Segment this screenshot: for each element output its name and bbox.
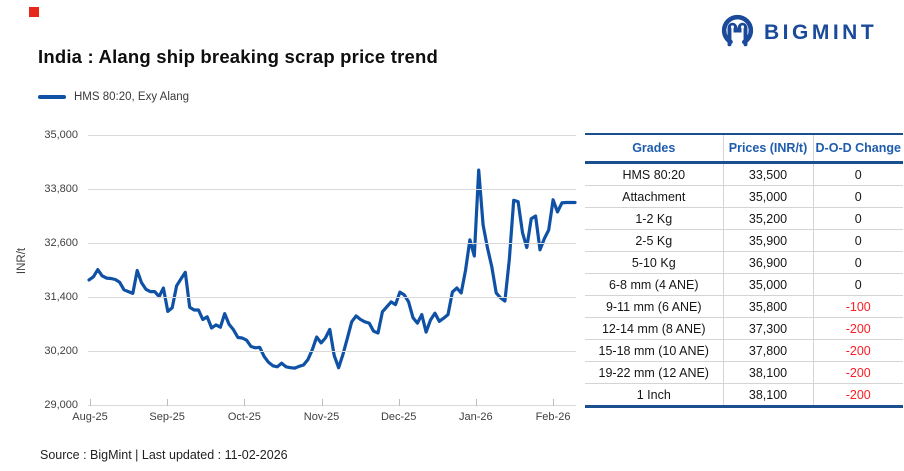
legend-line-swatch — [38, 95, 66, 99]
y-axis-tick-label: 30,200 — [44, 345, 78, 357]
grade-cell: 2-5 Kg — [585, 229, 723, 252]
change-cell: 0 — [812, 185, 903, 208]
x-axis-tick-label: Aug-25 — [72, 411, 108, 423]
grade-cell: 5-10 Kg — [585, 251, 723, 274]
y-axis-tick-label: 35,000 — [44, 129, 78, 141]
y-axis-tick-label: 33,800 — [44, 183, 78, 195]
change-cell: 0 — [812, 273, 903, 296]
legend-series-label: HMS 80:20, Exy Alang — [74, 91, 190, 103]
change-cell: 0 — [812, 229, 903, 252]
price-line-series — [87, 168, 577, 370]
col-header-grades: Grades — [585, 133, 723, 164]
table-row: 6-8 mm (4 ANE) 35,000 0 — [585, 273, 903, 296]
grade-cell: 19-22 mm (12 ANE) — [585, 361, 723, 384]
change-cell: -200 — [812, 383, 903, 408]
price-table-header: Grades Prices (INR/t) D-O-D Change — [585, 133, 903, 164]
price-table: Grades Prices (INR/t) D-O-D Change HMS 8… — [585, 133, 903, 408]
grade-cell: 15-18 mm (10 ANE) — [585, 339, 723, 362]
grade-cell: 6-8 mm (4 ANE) — [585, 273, 723, 296]
x-axis-tick — [475, 399, 477, 406]
chart-legend: HMS 80:20, Exy Alang — [38, 90, 189, 104]
y-axis-tick-label: 29,000 — [44, 399, 78, 411]
change-cell: 0 — [812, 162, 903, 186]
x-axis-tick-label: Feb-26 — [535, 411, 571, 423]
price-cell: 37,800 — [722, 339, 813, 362]
col-header-dod-change: D-O-D Change — [812, 133, 903, 164]
table-row: 1 Inch 38,100 -200 — [585, 383, 903, 408]
change-cell: -200 — [812, 317, 903, 340]
price-table-body: HMS 80:20 33,500 0 Attachment 35,000 0 1-2 Kg 3… — [585, 162, 903, 408]
price-cell: 33,500 — [722, 162, 813, 186]
change-cell: 0 — [812, 207, 903, 230]
x-axis-tick — [553, 399, 555, 406]
price-cell: 38,100 — [722, 383, 813, 408]
grade-cell: 1 Inch — [585, 383, 723, 408]
x-axis-tick — [321, 399, 323, 406]
gridline — [88, 242, 576, 244]
gridline — [88, 404, 576, 406]
page-title: India : Alang ship breaking scrap price … — [38, 46, 438, 67]
x-axis-tick-label: Nov-25 — [303, 411, 340, 423]
price-cell: 35,000 — [722, 185, 813, 208]
grade-cell: 9-11 mm (6 ANE) — [585, 295, 723, 318]
col-header-prices: Prices (INR/t) — [722, 133, 813, 164]
price-cell: 35,800 — [722, 295, 813, 318]
price-cell: 38,100 — [722, 361, 813, 384]
grade-cell: HMS 80:20 — [585, 162, 723, 186]
price-cell: 36,900 — [722, 251, 813, 274]
gridline — [88, 350, 576, 352]
y-axis-tick-label: 31,400 — [44, 291, 78, 303]
table-row: 5-10 Kg 36,900 0 — [585, 251, 903, 274]
gridline — [88, 134, 576, 136]
y-axis-tick-label: 32,600 — [44, 237, 78, 249]
source-note: Source : BigMint | Last updated : 11-02-… — [40, 448, 288, 462]
table-row: 19-22 mm (12 ANE) 38,100 -200 — [585, 361, 903, 384]
change-cell: -200 — [812, 339, 903, 362]
bigmint-logo: BIGMINT — [719, 14, 877, 51]
change-cell: -200 — [812, 361, 903, 384]
gridline — [88, 188, 576, 190]
grade-cell: Attachment — [585, 185, 723, 208]
price-line — [87, 168, 577, 370]
x-axis-tick — [167, 399, 169, 406]
gridline — [88, 296, 576, 298]
x-axis-tick-label: Oct-25 — [227, 411, 261, 423]
change-cell: 0 — [812, 251, 903, 274]
table-row: 12-14 mm (8 ANE) 37,300 -200 — [585, 317, 903, 340]
price-cell: 37,300 — [722, 317, 813, 340]
price-cell: 35,900 — [722, 229, 813, 252]
price-cell: 35,000 — [722, 273, 813, 296]
grade-cell: 1-2 Kg — [585, 207, 723, 230]
x-axis-tick — [398, 399, 400, 406]
table-row: 2-5 Kg 35,900 0 — [585, 229, 903, 252]
bigmint-logo-icon — [721, 14, 754, 47]
table-row: 15-18 mm (10 ANE) 37,800 -200 — [585, 339, 903, 362]
table-row: HMS 80:20 33,500 0 — [585, 162, 903, 186]
x-axis-tick-label: Jan-26 — [459, 411, 493, 423]
grade-cell: 12-14 mm (8 ANE) — [585, 317, 723, 340]
red-square-marker — [29, 7, 39, 17]
table-row: 1-2 Kg 35,200 0 — [585, 207, 903, 230]
x-axis-tick-label: Sep-25 — [149, 411, 185, 423]
change-cell: -100 — [812, 295, 903, 318]
price-cell: 35,200 — [722, 207, 813, 230]
table-row: 9-11 mm (6 ANE) 35,800 -100 — [585, 295, 903, 318]
x-axis-tick — [90, 399, 91, 406]
table-row: Attachment 35,000 0 — [585, 185, 903, 208]
x-axis-tick — [244, 399, 246, 406]
bigmint-logo-text: BIGMINT — [764, 20, 878, 44]
x-axis-tick-label: Dec-25 — [380, 411, 417, 423]
